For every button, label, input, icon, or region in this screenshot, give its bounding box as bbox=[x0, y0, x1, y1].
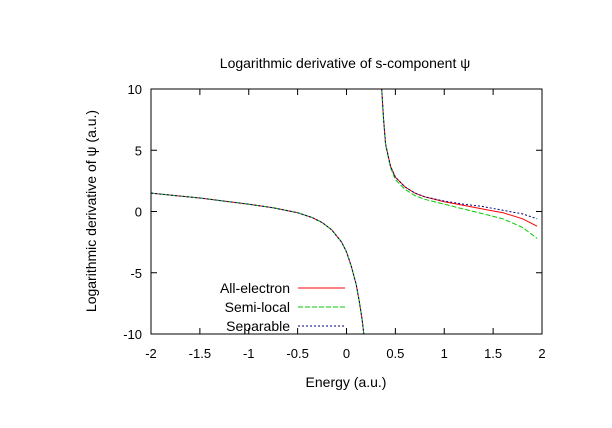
legend-label: Semi-local bbox=[225, 299, 290, 315]
x-tick-label: 0.5 bbox=[386, 346, 404, 361]
x-tick-label: 1.5 bbox=[484, 346, 502, 361]
x-tick-label: 1 bbox=[441, 346, 448, 361]
y-tick-label: -5 bbox=[130, 266, 142, 281]
series-line-all-electron bbox=[151, 89, 538, 334]
axis-ticks: -2 -1.5 -1 -0.5 0 0.5 1 1.5 2 -10 -5 0 5 10 bbox=[123, 82, 545, 361]
series-line-semi-local bbox=[151, 89, 538, 334]
series-layer bbox=[151, 89, 538, 334]
y-tick-label: -10 bbox=[123, 327, 142, 342]
y-axis-label: Logarithmic derivative of ψ (a.u.) bbox=[83, 110, 99, 312]
x-tick-label: 2 bbox=[538, 346, 545, 361]
legend-label: All-electron bbox=[220, 280, 290, 296]
x-tick-label: -1 bbox=[243, 346, 255, 361]
plot-frame bbox=[150, 88, 543, 335]
y-tick-label: 5 bbox=[135, 143, 142, 158]
x-tick-label: -1.5 bbox=[189, 346, 211, 361]
series-line-separable bbox=[151, 89, 538, 334]
y-tick-label: 0 bbox=[135, 205, 142, 220]
x-tick-label: -2 bbox=[145, 346, 157, 361]
legend: All-electron Semi-local Separable bbox=[220, 280, 345, 334]
x-axis-label: Energy (a.u.) bbox=[306, 374, 387, 390]
x-tick-label: 0 bbox=[343, 346, 350, 361]
chart-title: Logarithmic derivative of s-component ψ bbox=[220, 55, 470, 71]
x-tick-label: -0.5 bbox=[286, 346, 308, 361]
y-tick-label: 10 bbox=[128, 82, 142, 97]
legend-label: Separable bbox=[226, 318, 290, 334]
